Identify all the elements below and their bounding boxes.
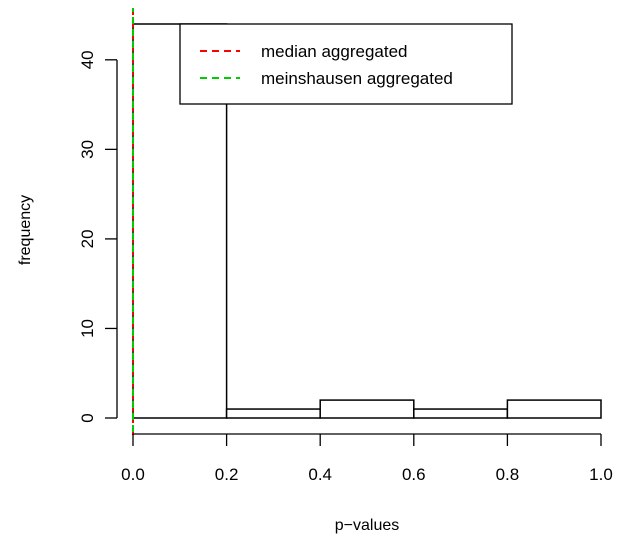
x-tick-label: 0.8 (496, 465, 520, 484)
y-axis: 0 10 20 30 40 (78, 50, 118, 423)
x-axis-label: p−values (335, 517, 400, 534)
histogram-bar-2 (319, 399, 415, 419)
x-tick-label: 0.2 (215, 465, 239, 484)
y-tick-label: 40 (78, 50, 97, 69)
histogram-bar-1 (225, 408, 321, 419)
legend-label: median aggregated (261, 42, 408, 61)
x-tick-label: 0.4 (308, 465, 332, 484)
x-tick-label: 0.0 (121, 465, 145, 484)
histogram-bar-4 (506, 399, 602, 419)
y-tick-label: 30 (78, 140, 97, 159)
legend-label: meinshausen aggregated (261, 69, 453, 88)
legend: median aggregated meinshausen aggregated (179, 23, 513, 105)
legend-box (179, 23, 513, 105)
y-tick-label: 0 (78, 413, 97, 422)
x-axis: 0.0 0.2 0.4 0.6 0.8 1.0 (121, 433, 613, 484)
histogram-bar-3 (413, 408, 509, 419)
y-tick-label: 20 (78, 229, 97, 248)
y-axis-label: frequency (17, 195, 34, 265)
x-tick-label: 0.6 (402, 465, 426, 484)
x-tick-label: 1.0 (589, 465, 613, 484)
y-tick-label: 10 (78, 319, 97, 338)
